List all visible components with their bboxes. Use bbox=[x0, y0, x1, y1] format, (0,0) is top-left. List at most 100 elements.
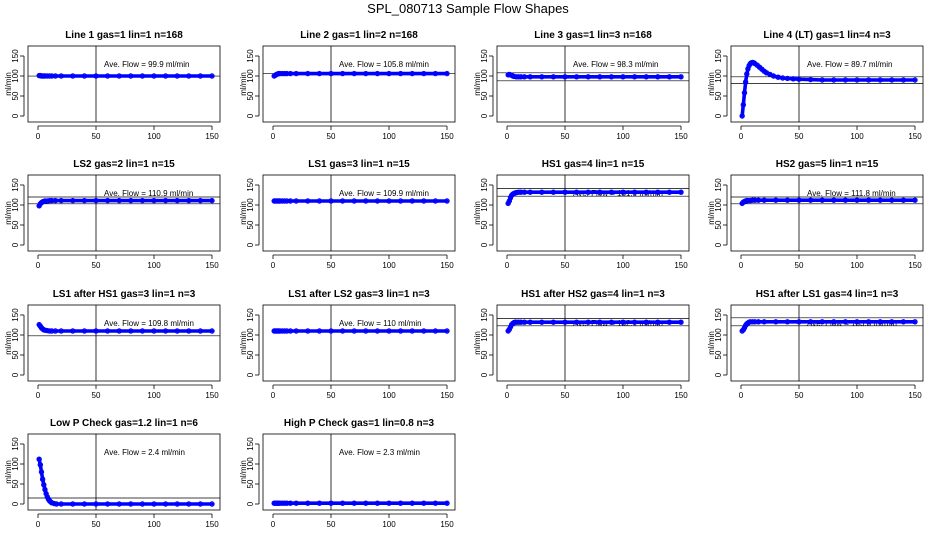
x-tick-label: 100 bbox=[382, 520, 396, 529]
y-tick-label: 100 bbox=[246, 198, 255, 212]
y-tick-label: 50 bbox=[714, 91, 723, 100]
y-axis-label: ml/min bbox=[707, 72, 716, 96]
y-axis-label: ml/min bbox=[473, 201, 482, 225]
y-tick-label: 150 bbox=[714, 49, 723, 63]
y-tick-label: 100 bbox=[714, 328, 723, 342]
y-tick-label: 0 bbox=[714, 372, 723, 377]
y-tick-label: 0 bbox=[480, 113, 489, 118]
x-tick-label: 0 bbox=[739, 391, 744, 400]
x-tick-label: 100 bbox=[147, 520, 161, 529]
plot-frame bbox=[262, 45, 456, 123]
y-tick-label: 150 bbox=[480, 49, 489, 63]
x-tick-label: 100 bbox=[382, 132, 396, 141]
plot-frame bbox=[27, 174, 221, 252]
chart-panel: Line 4 (LT) gas=1 lin=4 n=3 ml/min 0 50 100 1… bbox=[707, 30, 924, 141]
x-tick-label: 0 bbox=[36, 520, 41, 529]
chart-title: High P Check gas=1 lin=0.8 n=3 bbox=[284, 418, 435, 429]
x-tick-label: 100 bbox=[382, 391, 396, 400]
y-axis-label: ml/min bbox=[4, 201, 13, 225]
data-series bbox=[37, 198, 214, 208]
x-tick-label: 100 bbox=[616, 261, 630, 270]
x-tick-label: 50 bbox=[561, 261, 570, 270]
y-tick-label: 50 bbox=[246, 220, 255, 229]
chart-panel: HS2 gas=5 lin=1 n=15 ml/min 0 50 100 150 0 50 10… bbox=[707, 159, 924, 270]
chart-panel: Line 3 gas=1 lin=3 n=168 ml/min 0 50 100 150 0… bbox=[473, 30, 690, 141]
y-tick-label: 150 bbox=[11, 308, 20, 322]
x-tick-label: 100 bbox=[147, 261, 161, 270]
y-axis-label: ml/min bbox=[473, 72, 482, 96]
data-series bbox=[37, 457, 214, 506]
average-flow-annotation: Ave. Flow = 98.3 ml/min bbox=[573, 60, 658, 69]
y-tick-label: 50 bbox=[246, 479, 255, 488]
x-tick-label: 50 bbox=[92, 391, 101, 400]
x-tick-label: 50 bbox=[92, 132, 101, 141]
y-tick-label: 150 bbox=[714, 178, 723, 192]
x-tick-label: 50 bbox=[561, 391, 570, 400]
chart-title: HS1 after HS2 gas=4 lin=1 n=3 bbox=[521, 289, 665, 300]
x-tick-label: 50 bbox=[795, 132, 804, 141]
x-tick-label: 100 bbox=[850, 261, 864, 270]
y-tick-label: 50 bbox=[11, 479, 20, 488]
y-axis-label: ml/min bbox=[473, 331, 482, 355]
y-tick-label: 50 bbox=[246, 91, 255, 100]
chart-panel: HS1 gas=4 lin=1 n=15 ml/min 0 50 100 150 0 50 10… bbox=[473, 159, 690, 270]
y-tick-label: 150 bbox=[480, 178, 489, 192]
y-tick-label: 150 bbox=[246, 437, 255, 451]
y-tick-label: 150 bbox=[246, 308, 255, 322]
x-tick-label: 0 bbox=[505, 261, 510, 270]
x-tick-label: 0 bbox=[739, 261, 744, 270]
chart-title: Line 3 gas=1 lin=3 n=168 bbox=[534, 30, 652, 41]
x-tick-label: 50 bbox=[561, 132, 570, 141]
chart-title: Line 4 (LT) gas=1 lin=4 n=3 bbox=[763, 30, 891, 41]
y-axis-label: ml/min bbox=[4, 331, 13, 355]
data-series bbox=[506, 72, 683, 79]
data-series bbox=[272, 71, 449, 78]
x-tick-label: 50 bbox=[327, 261, 336, 270]
y-tick-label: 0 bbox=[11, 113, 20, 118]
y-tick-label: 150 bbox=[11, 437, 20, 451]
x-tick-label: 150 bbox=[440, 132, 454, 141]
y-axis-label: ml/min bbox=[4, 460, 13, 484]
chart-title: LS1 gas=3 lin=1 n=15 bbox=[308, 159, 410, 170]
y-tick-label: 0 bbox=[714, 242, 723, 247]
y-tick-label: 100 bbox=[11, 69, 20, 83]
average-flow-annotation: Ave. Flow = 109.8 ml/min bbox=[104, 319, 194, 328]
chart-panel: Low P Check gas=1.2 lin=1 n=6 ml/min 0 50 10… bbox=[4, 418, 221, 529]
y-tick-label: 100 bbox=[11, 198, 20, 212]
x-tick-label: 150 bbox=[205, 132, 219, 141]
x-tick-label: 150 bbox=[205, 261, 219, 270]
x-tick-label: 50 bbox=[795, 261, 804, 270]
x-tick-label: 50 bbox=[327, 391, 336, 400]
y-tick-label: 50 bbox=[480, 350, 489, 359]
average-flow-annotation: Ave. Flow = 2.3 ml/min bbox=[339, 448, 420, 457]
chart-panel: LS1 after LS2 gas=3 lin=1 n=3 ml/min 0 50 10… bbox=[239, 289, 456, 400]
x-tick-label: 150 bbox=[205, 520, 219, 529]
data-series bbox=[740, 60, 917, 118]
y-tick-label: 100 bbox=[480, 69, 489, 83]
x-tick-label: 0 bbox=[36, 261, 41, 270]
data-series bbox=[506, 190, 683, 206]
x-tick-label: 150 bbox=[908, 261, 922, 270]
x-tick-label: 0 bbox=[271, 132, 276, 141]
y-tick-label: 100 bbox=[11, 457, 20, 471]
x-tick-label: 100 bbox=[850, 391, 864, 400]
average-flow-annotation: Ave. Flow = 89.7 ml/min bbox=[807, 60, 892, 69]
chart-panel: HS1 after HS2 gas=4 lin=1 n=3 ml/min 0 50 10… bbox=[473, 289, 690, 400]
y-axis-label: ml/min bbox=[707, 331, 716, 355]
plot-frame bbox=[27, 45, 221, 123]
figure-title: SPL_080713 Sample Flow Shapes bbox=[367, 1, 569, 16]
y-tick-label: 100 bbox=[714, 69, 723, 83]
average-flow-annotation: Ave. Flow = 105.8 ml/min bbox=[339, 60, 429, 69]
x-tick-label: 150 bbox=[205, 391, 219, 400]
x-tick-label: 150 bbox=[440, 520, 454, 529]
x-tick-label: 100 bbox=[616, 132, 630, 141]
plot-frame bbox=[496, 174, 690, 252]
y-tick-label: 150 bbox=[11, 178, 20, 192]
chart-panel: LS1 after HS1 gas=3 lin=1 n=3 ml/min 0 50 10… bbox=[4, 289, 221, 400]
plot-frame bbox=[730, 45, 924, 123]
y-axis-label: ml/min bbox=[707, 201, 716, 225]
plot-frame bbox=[27, 304, 221, 382]
x-tick-label: 0 bbox=[271, 261, 276, 270]
x-tick-label: 150 bbox=[440, 261, 454, 270]
y-tick-label: 50 bbox=[714, 220, 723, 229]
